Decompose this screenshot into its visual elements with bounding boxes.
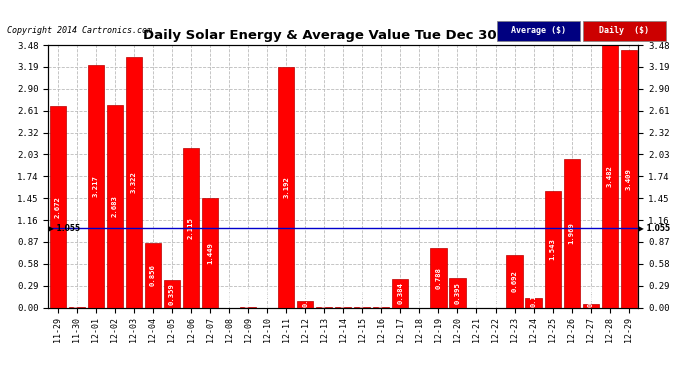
Text: 3.217: 3.217 [93, 175, 99, 197]
Text: Average ($): Average ($) [511, 26, 566, 36]
Text: 3.192: 3.192 [283, 176, 289, 198]
Bar [449, 278, 466, 308]
Text: 0.004: 0.004 [359, 286, 365, 307]
Text: 0.007: 0.007 [378, 286, 384, 307]
Bar [393, 279, 408, 308]
Bar [526, 297, 542, 307]
Bar [164, 280, 180, 308]
Bar [373, 307, 389, 308]
Bar [506, 255, 522, 308]
Text: 0.384: 0.384 [397, 282, 404, 304]
Bar [107, 105, 123, 308]
Bar [297, 302, 313, 307]
Bar [145, 243, 161, 308]
Bar [431, 248, 446, 308]
Text: 0.132: 0.132 [531, 286, 537, 307]
Text: 3.482: 3.482 [607, 165, 613, 187]
Text: 0.001: 0.001 [340, 286, 346, 307]
Text: Copyright 2014 Cartronics.com: Copyright 2014 Cartronics.com [7, 26, 152, 35]
Bar [126, 57, 142, 308]
Text: 2.683: 2.683 [112, 195, 118, 217]
Text: 0.046: 0.046 [588, 286, 593, 307]
Text: 0.692: 0.692 [511, 270, 518, 292]
Text: 3.409: 3.409 [626, 168, 632, 190]
Text: 0.856: 0.856 [150, 264, 156, 286]
Bar [602, 45, 618, 308]
Bar [240, 307, 256, 308]
Bar [620, 50, 637, 308]
Text: 0.788: 0.788 [435, 267, 442, 289]
Text: ▶ 1.055: ▶ 1.055 [48, 224, 81, 232]
Text: 0.007: 0.007 [74, 286, 80, 307]
Text: 0.000: 0.000 [493, 286, 498, 307]
Bar [564, 159, 580, 308]
Text: 1.449: 1.449 [207, 242, 213, 264]
Title: Daily Solar Energy & Average Value Tue Dec 30 07:26: Daily Solar Energy & Average Value Tue D… [143, 30, 544, 42]
Bar [278, 67, 294, 308]
Bar [202, 198, 218, 308]
Bar [183, 148, 199, 308]
Text: 1.543: 1.543 [550, 238, 555, 260]
Text: 0.002: 0.002 [322, 286, 327, 307]
Text: 0.000: 0.000 [226, 286, 232, 307]
Text: 0.081: 0.081 [302, 286, 308, 307]
Text: 3.322: 3.322 [131, 171, 137, 193]
Text: 0.000: 0.000 [264, 286, 270, 307]
Text: 2.672: 2.672 [55, 196, 61, 217]
Bar [88, 65, 104, 308]
Text: Daily  ($): Daily ($) [600, 26, 649, 36]
Text: 1.969: 1.969 [569, 222, 575, 244]
Bar [544, 191, 561, 308]
Bar [69, 307, 85, 308]
Text: 0.010: 0.010 [245, 286, 251, 307]
Text: ▶ 1.055: ▶ 1.055 [638, 224, 671, 232]
Text: 0.000: 0.000 [416, 286, 422, 307]
Text: 0.395: 0.395 [455, 282, 460, 303]
Text: 0.000: 0.000 [473, 286, 480, 307]
Bar [582, 304, 599, 307]
Text: 2.115: 2.115 [188, 217, 194, 238]
Bar [50, 106, 66, 307]
Text: 0.359: 0.359 [169, 283, 175, 305]
